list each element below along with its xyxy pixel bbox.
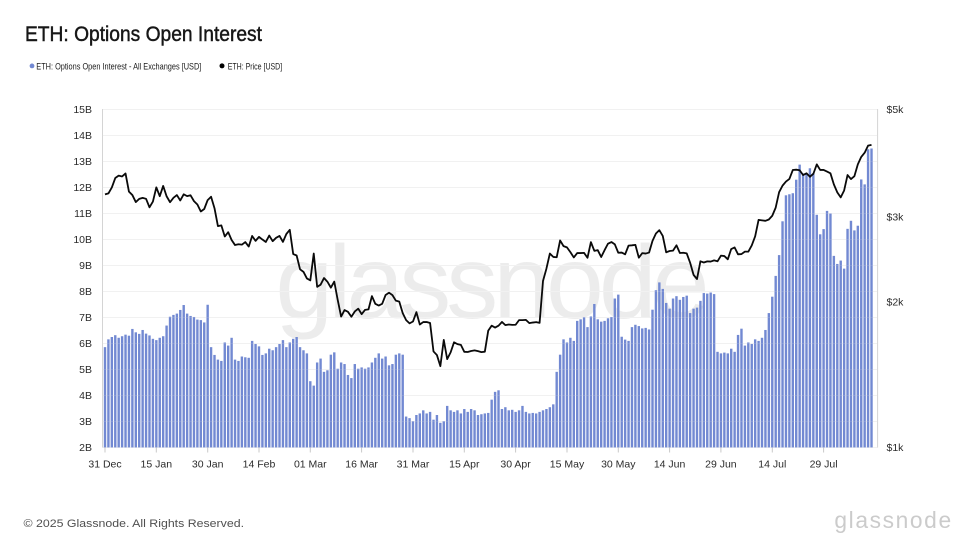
- svg-text:14 Jun: 14 Jun: [654, 459, 686, 471]
- svg-text:glassnode: glassnode: [834, 507, 952, 533]
- svg-text:© 2025 Glassnode. All Rights R: © 2025 Glassnode. All Rights Reserved.: [24, 518, 245, 530]
- svg-text:ETH: Price [USD]: ETH: Price [USD]: [228, 61, 283, 72]
- svg-text:01 Mar: 01 Mar: [294, 459, 327, 471]
- svg-text:14 Jul: 14 Jul: [758, 459, 786, 471]
- svg-text:4B: 4B: [79, 390, 92, 402]
- svg-text:13B: 13B: [73, 156, 92, 168]
- svg-text:30 Jan: 30 Jan: [192, 459, 224, 471]
- svg-text:2B: 2B: [79, 442, 92, 454]
- svg-text:30 Apr: 30 Apr: [500, 459, 531, 471]
- svg-text:29 Jun: 29 Jun: [705, 459, 737, 471]
- svg-text:10B: 10B: [73, 234, 92, 246]
- svg-text:7B: 7B: [79, 312, 92, 324]
- svg-text:$1k: $1k: [887, 442, 905, 454]
- svg-text:6B: 6B: [79, 338, 92, 350]
- svg-text:ETH: Options Open Interest - A: ETH: Options Open Interest - All Exchang…: [36, 61, 201, 72]
- svg-text:15 May: 15 May: [550, 459, 585, 471]
- svg-text:8B: 8B: [79, 286, 92, 298]
- svg-text:11B: 11B: [74, 208, 92, 220]
- svg-text:29 Jul: 29 Jul: [810, 459, 838, 471]
- svg-text:$2k: $2k: [887, 297, 905, 309]
- svg-text:9B: 9B: [79, 260, 92, 272]
- svg-text:$3k: $3k: [887, 211, 905, 223]
- svg-text:15 Apr: 15 Apr: [449, 459, 480, 471]
- svg-text:ETH: Options Open Interest: ETH: Options Open Interest: [25, 22, 262, 46]
- svg-text:31 Mar: 31 Mar: [397, 459, 430, 471]
- svg-text:31 Dec: 31 Dec: [88, 459, 121, 471]
- svg-text:30 May: 30 May: [601, 459, 636, 471]
- svg-text:$5k: $5k: [887, 104, 905, 116]
- svg-text:15 Jan: 15 Jan: [141, 459, 173, 471]
- svg-text:14B: 14B: [73, 130, 92, 142]
- svg-text:14 Feb: 14 Feb: [243, 459, 276, 471]
- svg-text:15B: 15B: [73, 104, 92, 116]
- svg-text:glassnode: glassnode: [275, 225, 705, 341]
- svg-text:3B: 3B: [79, 416, 92, 428]
- svg-text:12B: 12B: [73, 182, 92, 194]
- svg-text:5B: 5B: [79, 364, 92, 376]
- svg-text:16 Mar: 16 Mar: [345, 459, 378, 471]
